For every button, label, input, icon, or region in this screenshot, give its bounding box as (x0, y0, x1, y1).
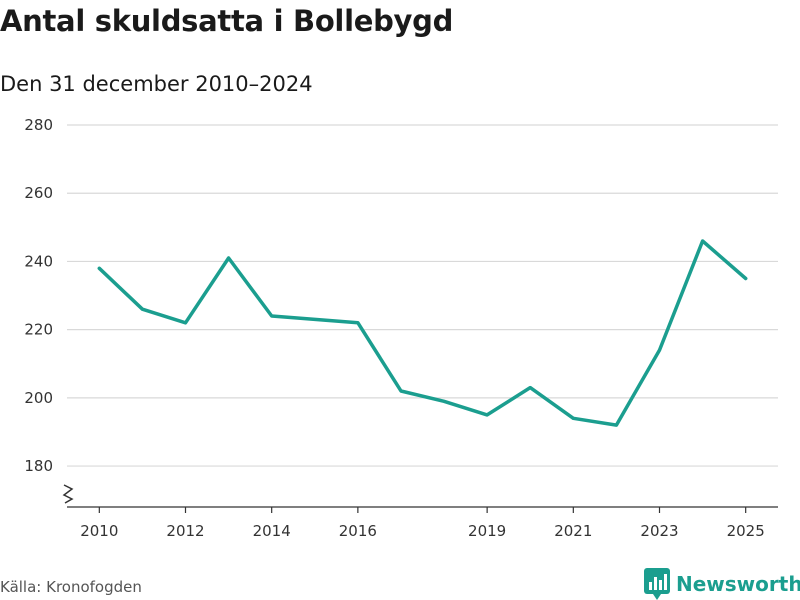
y-tick-label-240: 240 (24, 252, 53, 270)
x-tick-label-2019: 2019 (468, 522, 506, 540)
x-axis (67, 506, 778, 513)
source-note: Källa: Kronofogden (0, 578, 142, 596)
series-line-0 (97, 239, 748, 427)
x-tick-label-2014: 2014 (253, 522, 291, 540)
brand-name: Newsworthy (676, 572, 800, 596)
x-tick-label-2012: 2012 (166, 522, 204, 540)
y-tick-label-280: 280 (24, 116, 53, 134)
y-axis-tick-labels: 180 200 220 240 260 280 (24, 116, 53, 475)
grid-lines (67, 124, 778, 467)
y-axis-break (62, 484, 74, 504)
y-tick-label-220: 220 (24, 321, 53, 339)
y-tick-label-180: 180 (24, 457, 53, 475)
chart-title: Antal skuldsatta i Bollebygd (0, 4, 454, 38)
x-tick-label-2016: 2016 (339, 522, 377, 540)
x-tick-label-2010: 2010 (80, 522, 118, 540)
x-tick-label-2021: 2021 (554, 522, 592, 540)
brand-logo: Newsworthy (644, 568, 800, 600)
x-axis-tick-labels: 2010 2012 2014 2016 2019 2021 2023 2025 (80, 522, 765, 540)
y-tick-label-200: 200 (24, 389, 53, 407)
chart-subtitle: Den 31 december 2010–2024 (0, 72, 313, 96)
bar-chart-icon (644, 568, 670, 600)
series-lines (97, 239, 748, 427)
x-tick-label-2025: 2025 (727, 522, 765, 540)
axis-break-marker (62, 484, 74, 504)
y-tick-label-260: 260 (24, 184, 53, 202)
x-tick-label-2023: 2023 (640, 522, 678, 540)
